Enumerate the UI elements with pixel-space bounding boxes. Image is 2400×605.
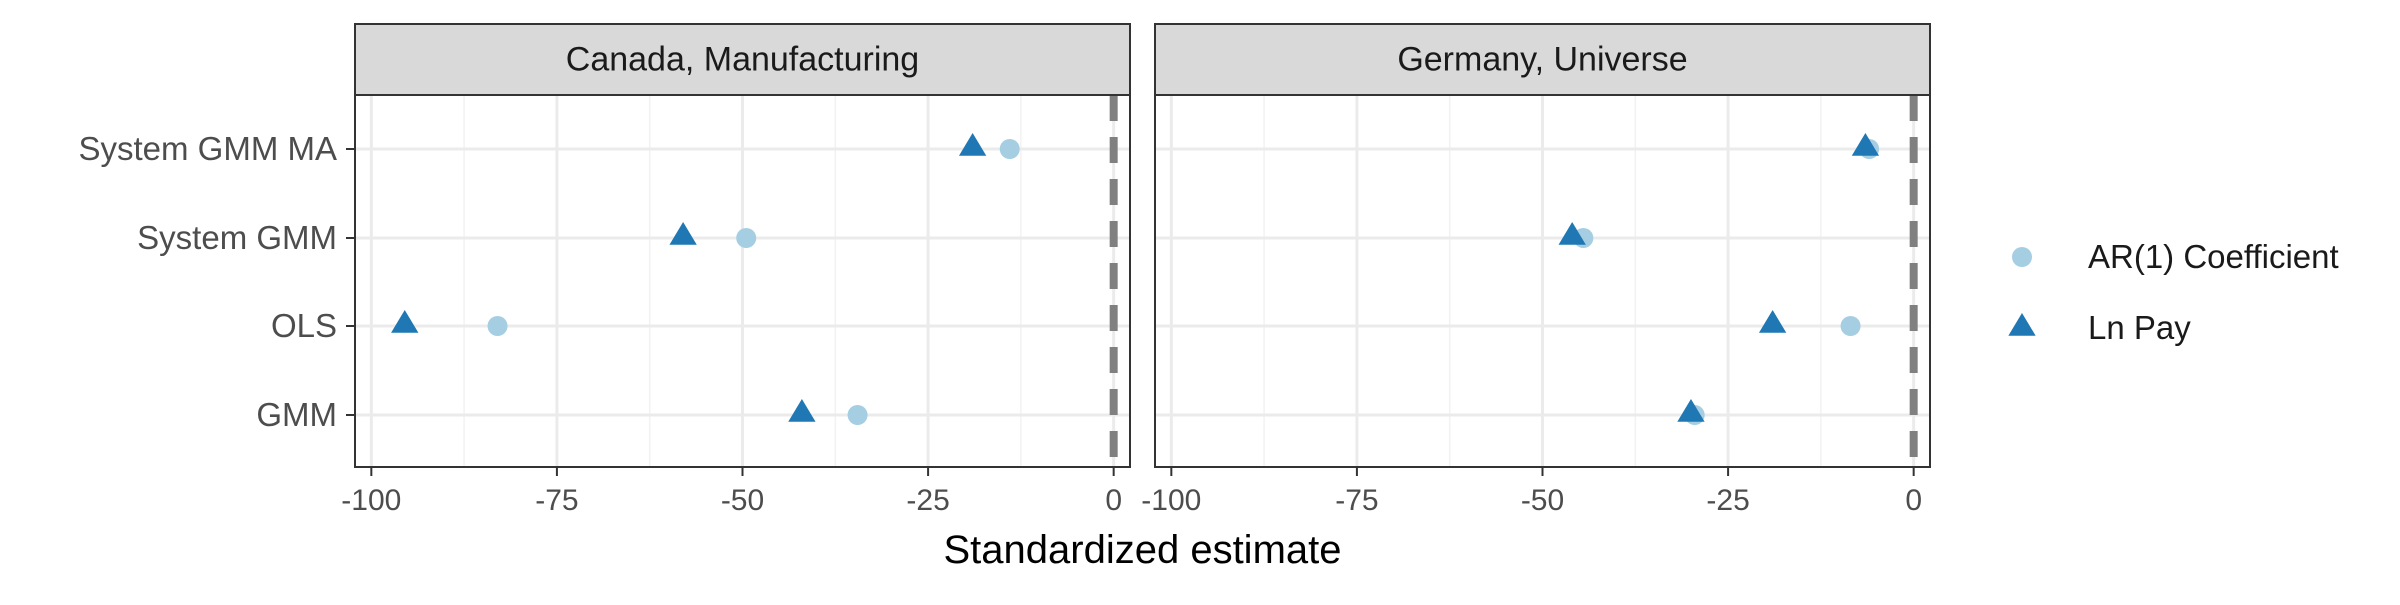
panel-strip-2 (1154, 23, 1931, 96)
x-tick-label: -25 (1706, 484, 1749, 517)
legend-label: AR(1) Coefficient (2088, 238, 2339, 275)
point-ln-pay (958, 133, 987, 156)
point-ln-pay (669, 222, 697, 245)
legend-label: Ln Pay (2088, 309, 2191, 346)
panel-title-1: Canada, Manufacturing (566, 41, 919, 79)
x-axis-title: Standardized estimate (943, 528, 1341, 572)
x-tick-label: -100 (341, 484, 401, 517)
point-ar1-coefficient (487, 316, 508, 336)
y-tick-label: OLS (271, 307, 337, 344)
panel-strip-1 (354, 23, 1131, 96)
point-ar1-coefficient (1840, 316, 1861, 336)
x-tick-label: 0 (1905, 484, 1922, 517)
point-ar1-coefficient (736, 228, 757, 248)
point-ln-pay (391, 310, 419, 333)
x-tick-label: -100 (1141, 484, 1201, 517)
x-tick-label: -75 (1335, 484, 1378, 517)
point-ln-pay (788, 399, 816, 422)
x-tick-label: -25 (906, 484, 949, 517)
point-ln-pay (1558, 222, 1586, 245)
y-tick-label: System GMM (137, 219, 337, 256)
x-tick-label: -50 (1521, 484, 1564, 517)
y-tick-label: System GMM MA (78, 130, 337, 167)
point-ln-pay (1677, 399, 1705, 422)
x-tick-label: -75 (535, 484, 578, 517)
y-tick-label: GMM (256, 396, 337, 433)
x-tick-label: -50 (721, 484, 764, 517)
point-ar1-coefficient (999, 139, 1020, 159)
point-ar1-coefficient (847, 405, 868, 425)
panel-title-2: Germany, Universe (1397, 41, 1687, 79)
point-ln-pay (1758, 310, 1787, 333)
x-tick-label: 0 (1105, 484, 1122, 517)
point-ln-pay (1851, 133, 1880, 156)
legend-key-ar1-coefficient (2012, 247, 2032, 267)
legend-key-ln-pay (2008, 313, 2036, 336)
